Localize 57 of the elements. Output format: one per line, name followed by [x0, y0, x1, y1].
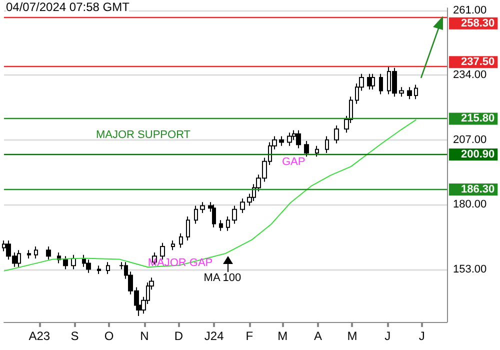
- line-series: [4, 119, 417, 272]
- x-tick-label: J: [418, 329, 425, 343]
- candlestick: [379, 73, 383, 95]
- annotation: MAJOR SUPPORT: [96, 128, 191, 142]
- candlestick: [407, 86, 412, 100]
- candlestick: [179, 232, 183, 248]
- x-tick-label: O: [104, 329, 114, 343]
- candlestick: [325, 136, 329, 154]
- candlestick: [34, 246, 38, 259]
- y-tick-label: 261.00: [453, 4, 487, 16]
- candlestick: [97, 265, 101, 275]
- candlestick: [186, 216, 190, 242]
- candlestick: [212, 204, 216, 228]
- candlestick: [200, 202, 205, 214]
- candlestick: [287, 132, 292, 146]
- candlestick: [371, 73, 375, 90]
- x-tick-label: S: [70, 329, 79, 343]
- x-tick-label: A: [314, 329, 322, 343]
- y-tick-label: 153.00: [453, 263, 487, 276]
- candlestick: [171, 240, 175, 251]
- x-tick-label: A23: [28, 329, 50, 343]
- x-tick-label: J: [384, 329, 391, 343]
- candlestick: [279, 136, 284, 146]
- ref-line-label: 200.90: [461, 148, 495, 160]
- candlestick: [304, 140, 309, 158]
- ref-line-label: 186.30: [461, 183, 495, 196]
- candlestick: [71, 254, 76, 270]
- candlestick: [315, 145, 319, 158]
- y-tick-label: 234.00: [453, 69, 487, 82]
- x-tick-label: N: [140, 329, 149, 343]
- candlestick: [27, 250, 31, 259]
- annotation: GAP: [282, 155, 306, 169]
- candlestick: [240, 198, 245, 214]
- y-tick-label: 207.00: [453, 134, 487, 146]
- candlestick: [46, 246, 51, 260]
- candlestick: [219, 220, 223, 232]
- candlestick: [232, 205, 237, 224]
- candlestick: [226, 216, 230, 232]
- candlestick: [334, 124, 339, 144]
- candlestick: [399, 86, 404, 98]
- ref-line-label: 215.80: [461, 112, 495, 125]
- ref-line-label: 258.30: [461, 17, 495, 30]
- candlestick: [106, 262, 110, 275]
- x-tick-label: D: [174, 329, 184, 343]
- candlestick: [86, 259, 91, 274]
- candlestick: [414, 84, 418, 100]
- annotation: 04/07/2024 07:58 GMT: [6, 0, 130, 14]
- x-tick-label: M: [278, 329, 288, 343]
- x-tick-label: M: [347, 329, 358, 343]
- y-tick-label: 180.00: [453, 198, 487, 211]
- candlestick: [63, 256, 68, 270]
- candlestick: [296, 130, 301, 149]
- candlestick: [194, 205, 198, 224]
- x-tick-label: F: [246, 329, 254, 343]
- x-tick-label: J24: [204, 329, 224, 343]
- annotation: MA 100: [204, 272, 242, 284]
- ref-line-label: 237.50: [461, 56, 495, 68]
